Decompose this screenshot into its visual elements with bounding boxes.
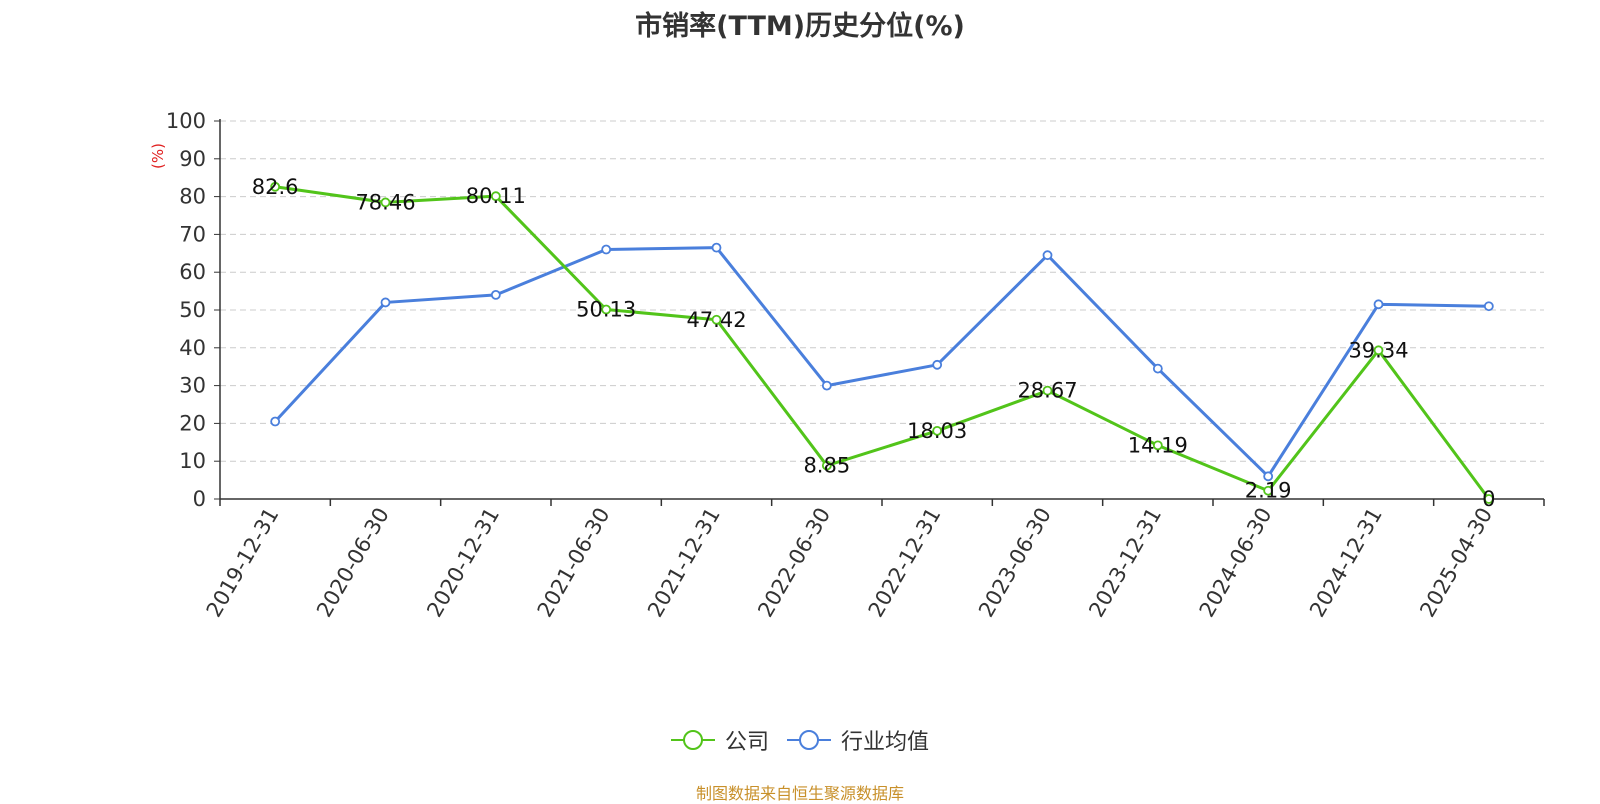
- data-point: [932, 425, 943, 436]
- legend-label: 公司: [724, 730, 769, 755]
- data-label: 0: [1482, 487, 1495, 511]
- data-point: [821, 380, 832, 391]
- data-label: 39.34: [1348, 338, 1408, 362]
- y-tick-label: 80: [179, 185, 206, 209]
- legend-item-industry-average[interactable]: 行业均值: [787, 724, 929, 756]
- data-point: [821, 460, 832, 471]
- x-tick-label: 2022-12-31: [864, 504, 946, 622]
- y-tick-label: 40: [179, 336, 206, 360]
- x-tick-label: 2021-12-31: [643, 504, 725, 622]
- x-tick-label: 2020-06-30: [312, 504, 394, 622]
- data-point: [1263, 485, 1274, 496]
- data-label: 78.46: [355, 190, 415, 214]
- data-point: [932, 359, 943, 370]
- grid-lines: [220, 120, 1544, 462]
- data-point: [1042, 250, 1053, 261]
- data-point: [380, 197, 391, 208]
- data-label: 18.03: [907, 419, 967, 443]
- x-tick-label: 2021-06-30: [533, 504, 615, 622]
- x-tick-label: 2025-04-30: [1415, 504, 1497, 622]
- x-tick-label: 2023-06-30: [974, 504, 1056, 622]
- y-axis-unit-label: (%): [149, 143, 167, 169]
- data-label: 80.11: [466, 184, 526, 208]
- x-tick-label: 2023-12-31: [1084, 504, 1166, 622]
- data-point: [711, 242, 722, 253]
- x-tick-label: 2019-12-31: [202, 504, 284, 622]
- y-tick-label: 70: [179, 222, 206, 246]
- legend-line-circle-icon: [670, 729, 715, 751]
- y-tick-label: 0: [193, 487, 206, 511]
- data-point: [1152, 363, 1163, 374]
- series-line: [274, 185, 1491, 500]
- data-point: [490, 191, 501, 202]
- y-tick-label: 30: [179, 374, 206, 398]
- x-tick-label: 2024-06-30: [1195, 504, 1277, 622]
- data-point: [1373, 345, 1384, 356]
- legend-item-company[interactable]: 公司: [670, 724, 769, 756]
- series-line: [274, 246, 1489, 478]
- data-point: [270, 416, 281, 427]
- data-label: 2.19: [1245, 479, 1292, 503]
- data-point: [490, 289, 501, 300]
- data-point: [1483, 494, 1494, 504]
- y-tick-label: 100: [166, 109, 206, 133]
- legend: 公司 行业均值: [0, 724, 1600, 756]
- y-tick-label: 50: [179, 298, 206, 322]
- x-tick-label: 2022-06-30: [753, 504, 835, 622]
- data-point: [380, 297, 391, 308]
- data-label: 47.42: [686, 308, 746, 332]
- data-point: [1373, 299, 1384, 310]
- data-point: [1152, 440, 1163, 451]
- series-lines: [270, 181, 1494, 504]
- y-tick-label: 90: [179, 147, 206, 171]
- y-tick-label: 10: [179, 449, 206, 473]
- data-point: [1263, 471, 1274, 482]
- data-label: 8.85: [803, 454, 850, 478]
- legend-label: 行业均值: [841, 730, 930, 755]
- x-tick-label: 2024-12-31: [1305, 504, 1387, 622]
- data-label: 82.6: [252, 175, 299, 199]
- data-point: [1483, 301, 1494, 312]
- data-point: [711, 314, 722, 325]
- data-label: 50.13: [576, 298, 636, 322]
- data-point: [601, 244, 612, 255]
- x-tick-label: 2020-12-31: [422, 504, 504, 622]
- data-label: 14.19: [1128, 433, 1188, 457]
- y-tick-label: 60: [179, 260, 206, 284]
- chart-title: 市销率(TTM)历史分位(%): [635, 11, 965, 42]
- data-point: [601, 304, 612, 315]
- y-tick-label: 20: [179, 411, 206, 435]
- source-credit: 制图数据来自恒生聚源数据库: [695, 784, 904, 803]
- data-point: [270, 181, 281, 192]
- legend-line-circle-icon: [787, 729, 831, 751]
- axes: 0 10 20 30 40 50 60 70 80 90 100 2019-12-31 2020-06-…: [166, 109, 1545, 622]
- data-point: [1042, 385, 1053, 396]
- data-labels: 82.6 78.46 80.11 50.13 47.42 8.85 18.03 28.67 14…: [252, 175, 1496, 511]
- data-label: 28.67: [1017, 379, 1077, 403]
